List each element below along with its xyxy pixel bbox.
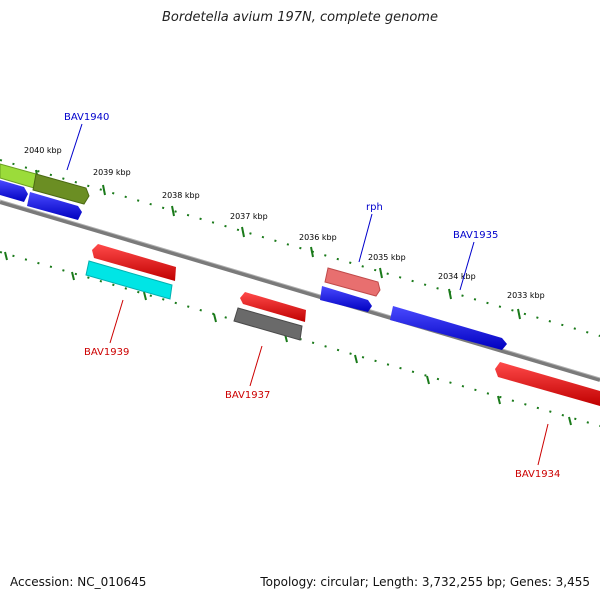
tick-2034: [448, 288, 452, 300]
tick-2033: [517, 308, 521, 320]
kbp-label-2039: 2039 kbp: [93, 168, 131, 177]
gene-arrow-blue-left: [0, 180, 28, 202]
gene-arrow-cyan-1939: [85, 260, 173, 300]
gene-arrow-red-1939: [92, 244, 176, 281]
gene-arrow-olive: [32, 173, 90, 205]
kbp-label-2035: 2035 kbp: [368, 253, 406, 262]
tick-2035: [379, 267, 383, 279]
gene-arrow-red-1934: [495, 362, 600, 406]
tick-2039: [102, 184, 106, 196]
tick-2036: [310, 246, 314, 258]
kbp-labels: 2040 kbp 2039 kbp 2038 kbp 2037 kbp 2036…: [24, 146, 545, 300]
gene-label-bav1939[interactable]: BAV1939: [84, 347, 129, 358]
gene-arrow-rph: [324, 267, 381, 297]
map-title: Bordetella avium 197N, complete genome: [162, 10, 438, 25]
gene-label-bav1935[interactable]: BAV1935: [453, 230, 498, 241]
gene-label-bav1937[interactable]: BAV1937: [225, 390, 270, 401]
gene-label-bav1934[interactable]: BAV1934: [515, 469, 560, 480]
accession-text: Accession: NC_010645: [10, 575, 147, 589]
gene-arrow-blue-1940: [27, 192, 82, 220]
tick-2037: [241, 226, 245, 238]
kbp-label-2038: 2038 kbp: [162, 191, 200, 200]
gene-arrow-bav1935: [390, 306, 507, 350]
gene-arrow-gray-1937: [233, 307, 303, 341]
gene-labels: BAV1940 BAV1939 BAV1937 rph BAV1935 BAV1…: [64, 112, 560, 480]
kbp-label-2033: 2033 kbp: [507, 291, 545, 300]
gene-label-rph[interactable]: rph: [366, 202, 383, 213]
tick-2038: [171, 205, 175, 217]
kbp-label-2037: 2037 kbp: [230, 212, 268, 221]
kbp-label-2040: 2040 kbp: [24, 146, 62, 155]
kbp-label-2034: 2034 kbp: [438, 272, 476, 281]
gene-arrow-blue-rph: [320, 286, 372, 312]
genome-backbone: [0, 200, 600, 382]
reverse-genes: [85, 244, 600, 406]
genome-summary-text: Topology: circular; Length: 3,732,255 bp…: [260, 575, 590, 589]
leader-lines: [66, 123, 549, 466]
gene-arrow-red-1937: [240, 292, 306, 322]
kbp-label-2036: 2036 kbp: [299, 233, 337, 242]
forward-genes: [0, 163, 507, 350]
gene-label-bav1940[interactable]: BAV1940: [64, 112, 109, 123]
